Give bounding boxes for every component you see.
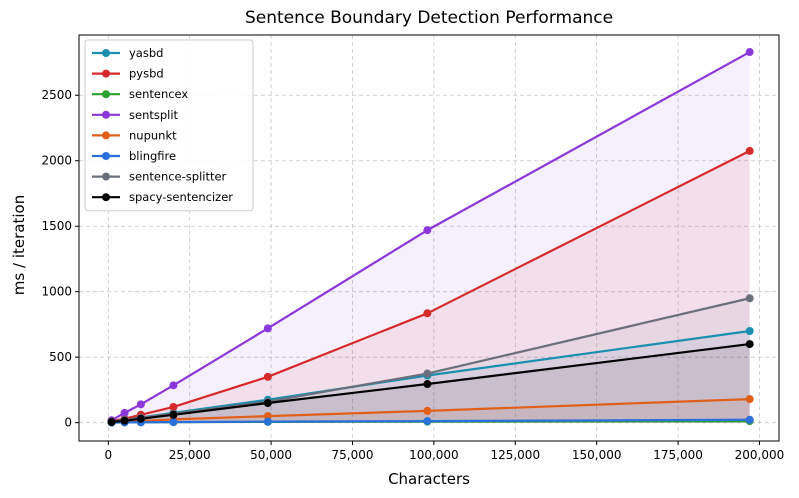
data-point-blingfire bbox=[169, 418, 178, 427]
x-tick-label: 125,000 bbox=[490, 448, 540, 462]
x-tick-label: 150,000 bbox=[572, 448, 622, 462]
x-tick-label: 100,000 bbox=[409, 448, 459, 462]
legend-label: spacy-sentencizer bbox=[129, 190, 233, 204]
legend-label: nupunkt bbox=[129, 128, 177, 142]
data-point-sentsplit bbox=[120, 408, 129, 417]
data-point-yasbd bbox=[745, 326, 754, 335]
y-tick-label: 0 bbox=[64, 416, 72, 430]
legend-label: sentence-splitter bbox=[129, 170, 227, 184]
legend-swatch-marker bbox=[102, 49, 110, 57]
data-point-pysbd bbox=[745, 146, 754, 155]
legend-label: sentsplit bbox=[129, 108, 179, 122]
legend-swatch-marker bbox=[102, 193, 110, 202]
legend-box bbox=[84, 39, 254, 212]
data-point-nupunkt bbox=[263, 412, 272, 421]
x-tick-label: 175,000 bbox=[653, 448, 703, 462]
plot-frame bbox=[78, 34, 780, 442]
y-tick-label: 500 bbox=[49, 350, 72, 364]
data-point-spacy-sentencizer bbox=[423, 380, 432, 389]
data-point-spacy-sentencizer bbox=[120, 416, 129, 425]
legend-swatch-marker bbox=[102, 69, 110, 78]
x-tick-label: 200,000 bbox=[735, 448, 785, 462]
data-point-nupunkt bbox=[745, 395, 754, 404]
y-axis-label: ms / iteration bbox=[10, 195, 28, 295]
series-fill-pysbd bbox=[111, 150, 750, 423]
x-tick-label: 25,000 bbox=[169, 448, 211, 462]
legend: yasbd pysbd sentencex sentsplit nupunkt bling… bbox=[84, 39, 254, 212]
series-points bbox=[107, 48, 754, 427]
data-point-spacy-sentencizer bbox=[745, 340, 754, 349]
legend-swatch-marker bbox=[102, 152, 110, 160]
data-point-sentsplit bbox=[136, 400, 145, 409]
series-fill-sentence-splitter bbox=[111, 298, 750, 423]
data-point-sentence-splitter bbox=[423, 369, 432, 378]
data-point-spacy-sentencizer bbox=[107, 418, 116, 427]
legend-label: sentencex bbox=[129, 87, 188, 101]
y-tick-label: 1000 bbox=[41, 285, 72, 299]
legend-swatch-marker bbox=[102, 172, 110, 181]
legend-label: yasbd bbox=[129, 46, 163, 60]
legend-label: blingfire bbox=[129, 149, 176, 163]
data-point-spacy-sentencizer bbox=[169, 410, 178, 419]
legend-swatch-marker bbox=[102, 110, 110, 119]
data-point-sentence-splitter bbox=[745, 294, 754, 303]
data-point-pysbd bbox=[263, 372, 272, 381]
data-point-pysbd bbox=[169, 402, 178, 411]
data-point-pysbd bbox=[423, 309, 432, 318]
y-tick-label: 2000 bbox=[41, 154, 72, 168]
data-point-spacy-sentencizer bbox=[263, 399, 272, 408]
data-point-sentsplit bbox=[423, 226, 432, 235]
x-tick-label: 75,000 bbox=[331, 448, 373, 462]
data-point-blingfire bbox=[745, 415, 754, 424]
y-axis-ticks: 0 500 1000 1500 2000 2500 bbox=[41, 88, 79, 430]
data-point-sentsplit bbox=[745, 48, 754, 57]
chart-title: Sentence Boundary Detection Performance bbox=[245, 8, 613, 28]
data-point-sentsplit bbox=[169, 381, 178, 390]
x-axis-ticks: 0 25,000 50,000 75,000 100,000 125,000 150,000… bbox=[104, 441, 784, 462]
data-point-nupunkt bbox=[423, 406, 432, 415]
x-tick-label: 0 bbox=[104, 448, 112, 462]
y-tick-label: 1500 bbox=[41, 219, 72, 233]
legend-swatch-marker bbox=[102, 90, 110, 99]
legend-swatch-marker bbox=[102, 131, 110, 140]
data-point-spacy-sentencizer bbox=[136, 414, 145, 423]
legend-label: pysbd bbox=[129, 67, 164, 81]
x-tick-label: 50,000 bbox=[250, 448, 292, 462]
x-axis-label: Characters bbox=[388, 470, 470, 488]
data-point-sentsplit bbox=[263, 324, 272, 333]
y-tick-label: 2500 bbox=[41, 88, 72, 102]
data-point-blingfire bbox=[423, 417, 432, 426]
data-point-blingfire bbox=[263, 417, 272, 426]
